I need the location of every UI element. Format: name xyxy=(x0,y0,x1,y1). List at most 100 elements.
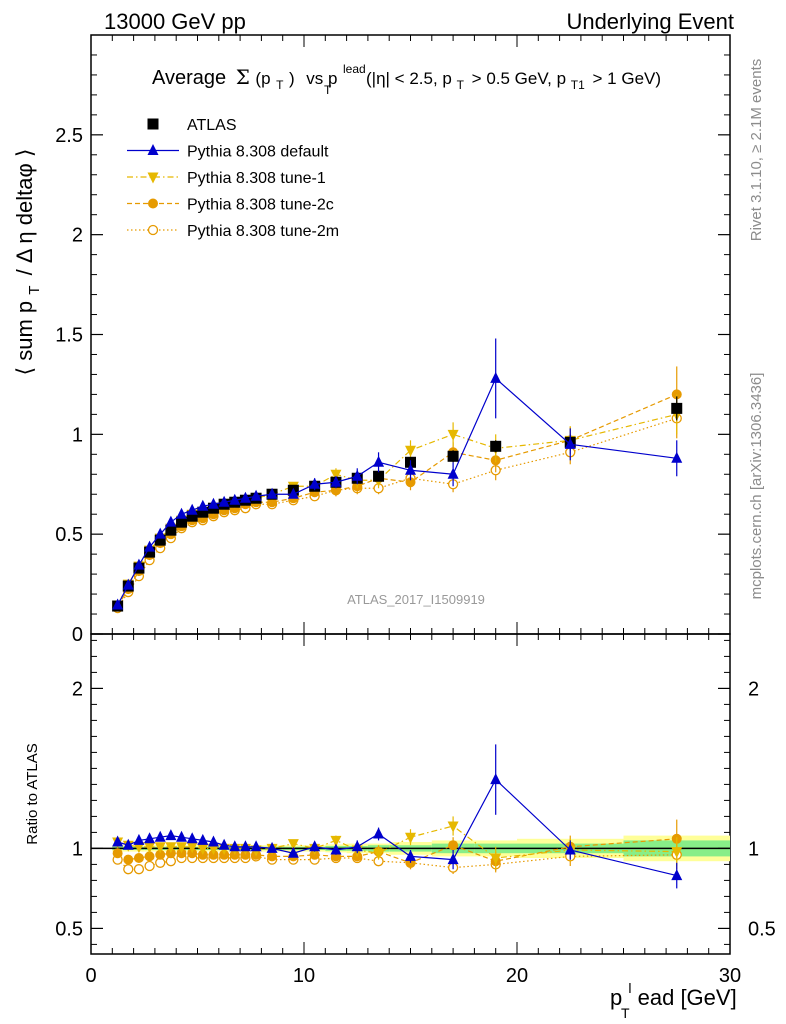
main-ytick-label: 0.5 xyxy=(55,524,83,546)
ratio-point-pythia-8-308-tune-2c xyxy=(155,849,166,860)
svg-text:Average Σ (p: Average Σ (p T ) vs p lead xyxy=(152,62,366,94)
main-point-pythia-8-308-default xyxy=(490,371,502,383)
main-point-pythia-8-308-default xyxy=(112,598,124,610)
main-point-pythia-8-308-default xyxy=(176,507,188,519)
ratio-point-pythia-8-308-default xyxy=(229,840,241,852)
main-point-atlas xyxy=(186,510,198,522)
legend-marker-pythia-8-308-default xyxy=(147,144,159,155)
ratio-point-pythia-8-308-default xyxy=(266,841,278,853)
main-ylabel-part2: / Δ η deltaφ ⟩ xyxy=(12,149,37,276)
ratio-point-pythia-8-308-default xyxy=(176,830,188,842)
main-point-pythia-8-308-default xyxy=(351,469,363,481)
main-axis-ticks: 0 0.5 1 1.5 2 2.5 xyxy=(55,35,731,646)
header-left: 13000 GeV pp xyxy=(104,9,246,34)
main-point-pythia-8-308-default xyxy=(133,558,145,570)
ratio-point-pythia-8-308-tune-2c xyxy=(144,851,155,862)
ratio-point-pythia-8-308-default xyxy=(287,846,299,858)
ratio-point-pythia-8-308-default xyxy=(122,838,134,850)
xtick-label: 20 xyxy=(506,965,528,987)
main-point-atlas xyxy=(144,546,156,558)
legend-label-pythia-8-308-tune-2m: Pythia 8.308 tune-2m xyxy=(187,223,339,240)
main-point-pythia-8-308-default xyxy=(671,451,683,463)
ratio-ytick-label: 0.5 xyxy=(55,918,83,940)
title-sigma-close: ) xyxy=(289,69,295,88)
ratio-point-pythia-8-308-tune-1 xyxy=(197,843,209,855)
ratio-point-pythia-8-308-default xyxy=(165,829,177,841)
ratio-point-pythia-8-308-tune-1 xyxy=(330,835,342,847)
ratio-point-pythia-8-308-tune-1 xyxy=(186,842,198,854)
xlabel-p: p xyxy=(610,985,622,1010)
ratio-point-pythia-8-308-tune-2m xyxy=(144,860,155,872)
analysis-watermark: ATLAS_2017_I1509919 xyxy=(347,592,485,607)
ratio-point-pythia-8-308-default xyxy=(154,830,166,842)
ratio-point-pythia-8-308-tune-2c xyxy=(267,851,278,862)
ratio-point-pythia-8-308-default xyxy=(330,843,342,855)
main-ylabel-sub: T xyxy=(26,286,43,295)
main-point-atlas xyxy=(373,470,385,482)
main-point-pythia-8-308-default xyxy=(309,477,321,489)
main-point-atlas xyxy=(671,402,683,414)
ratio-ytick-label-right: 0.5 xyxy=(748,918,776,940)
main-point-pythia-8-308-default xyxy=(405,463,416,475)
ratio-point-pythia-8-308-default xyxy=(112,835,124,847)
ratio-point-pythia-8-308-default xyxy=(186,832,198,844)
main-plot-data xyxy=(112,338,683,614)
ratio-point-pythia-8-308-tune-1 xyxy=(133,842,145,854)
title-sigma-sub: T xyxy=(276,78,284,92)
legend-marker-atlas xyxy=(147,118,159,130)
main-point-pythia-8-308-default xyxy=(122,578,134,590)
ratio-point-pythia-8-308-default xyxy=(239,840,251,852)
ratio-ytick-label: 1 xyxy=(72,838,83,860)
title-cuts-1-sub: T xyxy=(457,78,465,92)
legend-marker-pythia-8-308-tune-2c xyxy=(148,198,158,209)
main-ylabel-part1: ⟨ sum p xyxy=(12,301,37,376)
main-point-atlas xyxy=(165,524,177,536)
ratio-point-pythia-8-308-default xyxy=(144,832,156,844)
title-cuts-3: > 1 GeV) xyxy=(593,69,662,88)
xtick-label: 0 xyxy=(85,965,96,987)
ratio-point-pythia-8-308-default xyxy=(490,773,502,785)
ratio-point-pythia-8-308-tune-1 xyxy=(287,839,299,851)
main-point-pythia-8-308-default xyxy=(266,487,278,499)
main-point-pythia-8-308-default xyxy=(447,467,459,479)
ratio-point-pythia-8-308-tune-2c xyxy=(112,848,123,859)
ratio-ylabel: Ratio to ATLAS xyxy=(24,743,41,844)
main-point-pythia-8-308-tune-2c xyxy=(405,477,416,488)
main-point-pythia-8-308-default xyxy=(250,489,262,501)
main-ylabel: ⟨ sum p T / Δ η deltaφ ⟩ xyxy=(12,149,44,376)
ratio-point-pythia-8-308-tune-2m xyxy=(123,864,134,875)
main-point-pythia-8-308-default xyxy=(218,495,230,507)
main-ytick-label: 0 xyxy=(72,624,83,646)
title-cuts-2: > 0.5 GeV, p xyxy=(472,69,566,88)
ratio-point-pythia-8-308-default xyxy=(133,833,145,845)
main-point-pythia-8-308-default xyxy=(373,455,385,467)
main-point-pythia-8-308-default xyxy=(154,527,166,539)
title-vs-sup: lead xyxy=(343,62,366,76)
main-line-pythia-8-308-default xyxy=(117,377,677,606)
main-point-pythia-8-308-default xyxy=(197,499,209,511)
ratio-ytick-label-right: 1 xyxy=(748,838,759,860)
title-vs-sub: T xyxy=(324,83,332,97)
legend: ATLAS Pythia 8.308 default Pythia 8.308 tu… xyxy=(127,117,339,240)
ratio-point-pythia-8-308-tune-1 xyxy=(154,842,166,854)
main-point-atlas xyxy=(490,440,502,452)
main-ytick-label: 1 xyxy=(72,424,83,446)
ratio-point-pythia-8-308-tune-2c xyxy=(123,854,134,865)
xlabel-rest: ead [GeV] xyxy=(638,985,737,1010)
xlabel-sub: T xyxy=(621,1005,630,1021)
ratio-point-pythia-8-308-tune-2c xyxy=(133,853,144,863)
mcplots-label: mcplots.cern.ch [arXiv:1306.3436] xyxy=(748,373,765,600)
ratio-point-pythia-8-308-tune-1 xyxy=(207,843,219,855)
main-ytick-label: 2.5 xyxy=(55,125,83,147)
title-cuts-2-sub: T1 xyxy=(571,78,585,92)
ratio-point-pythia-8-308-default xyxy=(405,849,416,861)
ratio-point-pythia-8-308-default xyxy=(373,827,385,839)
main-point-pythia-8-308-default xyxy=(207,497,219,509)
main-line-pythia-8-308-tune-2c xyxy=(117,393,677,607)
main-point-pythia-8-308-default xyxy=(564,437,576,449)
ratio-point-pythia-8-308-tune-1 xyxy=(490,853,502,865)
main-point-pythia-8-308-default xyxy=(287,487,299,499)
main-point-atlas xyxy=(447,450,459,462)
ratio-point-pythia-8-308-tune-1 xyxy=(176,842,188,854)
